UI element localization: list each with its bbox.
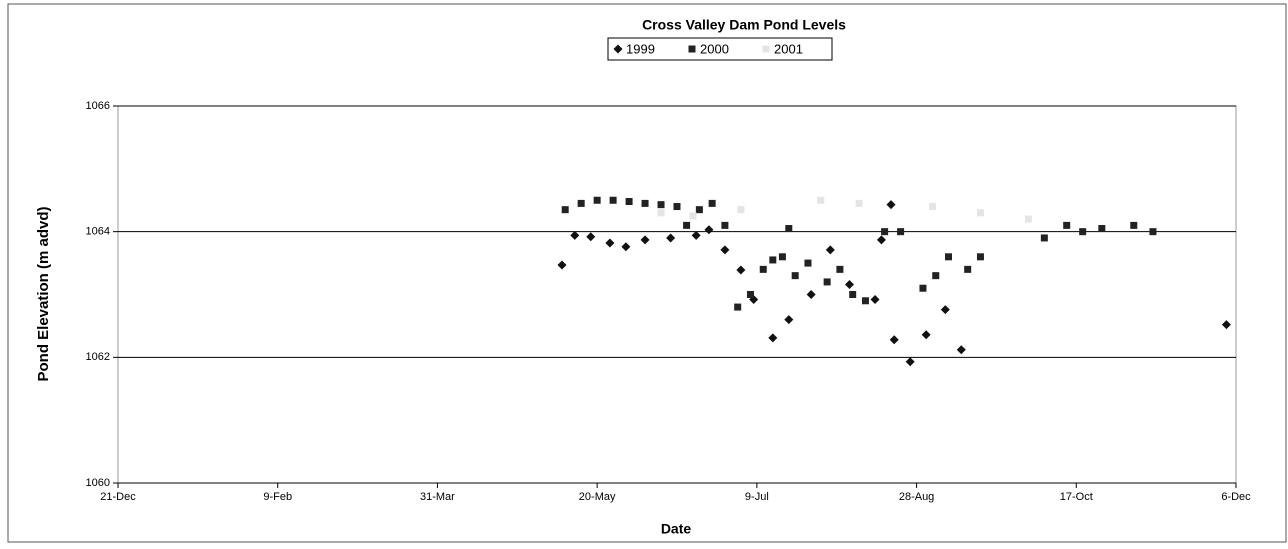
point: [1079, 228, 1087, 236]
chart-title: Cross Valley Dam Pond Levels: [642, 17, 846, 33]
legend-marker: [613, 44, 623, 54]
point: [657, 209, 665, 217]
legend-marker: [762, 45, 770, 53]
point: [609, 196, 617, 204]
point: [736, 265, 746, 275]
point: [849, 291, 857, 298]
chart-frame: [7, 3, 1287, 543]
point: [1098, 225, 1106, 233]
legend-label: 1999: [626, 41, 655, 56]
point: [746, 291, 754, 298]
point: [1024, 215, 1032, 223]
point: [577, 199, 585, 207]
x-tick-label: 31-Mar: [420, 491, 455, 503]
point: [886, 200, 896, 210]
legend-box: [607, 37, 833, 61]
point: [1040, 234, 1048, 242]
point: [919, 284, 927, 292]
point: [570, 230, 580, 240]
point: [689, 212, 697, 220]
y-axis-label: Pond Elevation (m advd): [35, 206, 52, 381]
legend-label: 2001: [774, 41, 803, 56]
point: [734, 303, 742, 311]
point: [691, 230, 701, 240]
point: [768, 333, 778, 343]
point: [593, 196, 601, 204]
point: [557, 260, 567, 270]
point: [804, 259, 812, 267]
x-tick-label: 20-May: [579, 491, 616, 503]
point: [945, 253, 953, 261]
point: [1130, 221, 1138, 229]
point: [641, 199, 649, 207]
point: [1149, 228, 1157, 236]
point: [708, 199, 716, 207]
point: [817, 196, 825, 204]
point: [976, 209, 984, 217]
point: [956, 345, 966, 355]
point: [823, 278, 831, 286]
point: [897, 228, 905, 236]
point: [905, 357, 915, 367]
point: [806, 290, 816, 299]
point: [861, 297, 869, 305]
point: [836, 265, 844, 273]
point: [683, 221, 691, 229]
y-tick-label: 1064: [86, 226, 110, 238]
point: [737, 206, 745, 214]
point: [976, 253, 984, 261]
y-tick-label: 1062: [86, 351, 110, 363]
point: [964, 265, 972, 273]
legend-marker: [688, 45, 696, 53]
x-tick-label: 28-Aug: [899, 491, 934, 503]
point: [784, 315, 794, 325]
point: [605, 238, 615, 248]
point: [720, 245, 730, 255]
x-tick-label: 9-Feb: [263, 491, 292, 503]
point: [825, 245, 835, 255]
point: [881, 228, 889, 236]
point: [929, 203, 937, 211]
y-tick-label: 1060: [86, 477, 110, 489]
point: [625, 198, 633, 206]
x-tick-label: 6-Dec: [1221, 491, 1251, 503]
point: [921, 330, 931, 340]
point: [561, 206, 569, 214]
point: [1063, 221, 1071, 229]
point: [657, 201, 665, 209]
point: [759, 265, 767, 273]
point: [666, 233, 676, 243]
point: [791, 272, 799, 280]
point: [855, 199, 863, 207]
point: [721, 221, 729, 229]
legend-label: 2000: [700, 41, 729, 56]
y-tick-label: 1066: [86, 100, 110, 112]
x-tick-label: 17-Oct: [1060, 491, 1093, 503]
point: [932, 272, 940, 280]
point: [640, 235, 650, 245]
point: [673, 203, 681, 211]
point: [876, 235, 886, 245]
point: [940, 305, 950, 315]
point: [889, 335, 899, 345]
point: [844, 279, 854, 289]
point: [586, 232, 596, 242]
point: [621, 242, 631, 252]
point: [704, 225, 714, 235]
point: [769, 256, 777, 264]
point: [695, 206, 703, 214]
x-tick-label: 9-Jul: [745, 491, 769, 503]
point: [870, 295, 880, 305]
x-tick-label: 21-Dec: [100, 491, 136, 503]
x-axis-label: Date: [661, 521, 692, 537]
point: [1221, 320, 1231, 330]
point: [785, 225, 793, 233]
point: [778, 253, 786, 261]
